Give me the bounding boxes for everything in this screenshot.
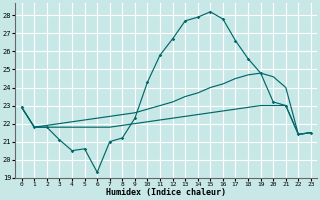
X-axis label: Humidex (Indice chaleur): Humidex (Indice chaleur) xyxy=(106,188,226,197)
